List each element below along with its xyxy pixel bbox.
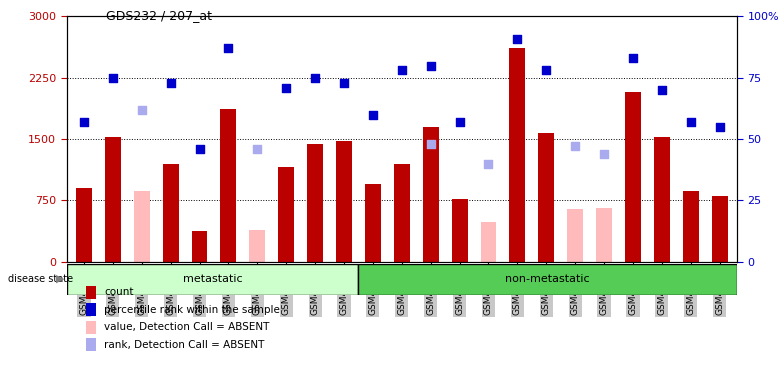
Bar [423, 127, 438, 262]
Bar [76, 188, 92, 262]
Bar [596, 208, 612, 262]
Point [309, 75, 321, 81]
Text: rank, Detection Call = ABSENT: rank, Detection Call = ABSENT [104, 340, 265, 350]
Bar [163, 164, 179, 262]
Point [597, 151, 610, 157]
Point [655, 87, 668, 93]
Bar [567, 209, 583, 262]
Text: non-metastatic: non-metastatic [506, 274, 590, 284]
Bar [358, 264, 737, 295]
Point [626, 55, 639, 61]
Point [540, 67, 553, 73]
Point [569, 143, 582, 149]
Point [395, 67, 408, 73]
Text: value, Detection Call = ABSENT: value, Detection Call = ABSENT [104, 322, 270, 332]
Text: ▶: ▶ [56, 274, 64, 284]
Text: percentile rank within the sample: percentile rank within the sample [104, 305, 280, 315]
Point [251, 146, 263, 152]
Bar [654, 138, 670, 262]
Text: GDS232 / 207_at: GDS232 / 207_at [106, 9, 212, 22]
Point [107, 75, 119, 81]
Text: count: count [104, 287, 134, 297]
Bar [365, 184, 381, 262]
Bar [191, 231, 208, 262]
Bar [683, 191, 699, 262]
Bar [67, 264, 358, 295]
Bar [134, 191, 150, 262]
Bar [539, 132, 554, 262]
Point [367, 112, 379, 117]
Point [78, 119, 90, 125]
Point [424, 141, 437, 147]
Bar [481, 223, 496, 262]
Point [453, 119, 466, 125]
Point [684, 119, 697, 125]
Point [482, 161, 495, 167]
Point [194, 146, 206, 152]
Bar [625, 92, 641, 262]
Bar [307, 144, 323, 262]
Bar [510, 48, 525, 262]
Bar [336, 141, 352, 262]
Bar [220, 109, 237, 262]
Bar [249, 230, 265, 262]
Point [222, 45, 234, 51]
Point [424, 63, 437, 68]
Text: metastatic: metastatic [183, 274, 242, 284]
Point [165, 80, 177, 86]
Point [136, 107, 148, 113]
Point [713, 124, 726, 130]
Point [338, 80, 350, 86]
Bar [452, 199, 467, 262]
Bar [394, 164, 410, 262]
Point [280, 85, 292, 90]
Bar [278, 167, 294, 262]
Bar [105, 138, 121, 262]
Bar [712, 196, 728, 262]
Text: disease state: disease state [8, 274, 73, 284]
Point [511, 36, 524, 41]
